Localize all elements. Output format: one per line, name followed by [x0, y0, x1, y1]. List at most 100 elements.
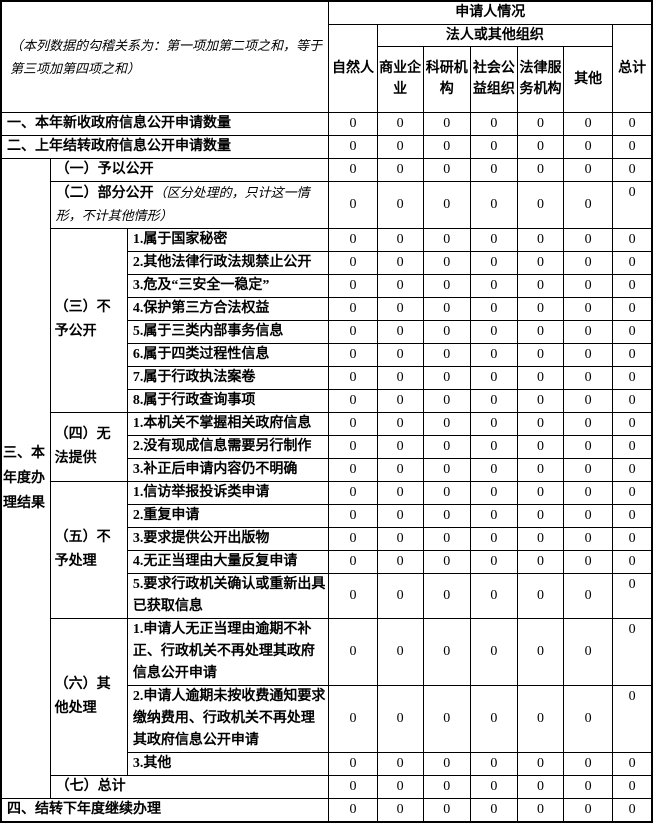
value-cell: 0	[422, 774, 471, 799]
table-row: （二）部分公开（区分处理的，只计这一情形，不计其他情形） 0 0 0 0 0 0 0	[1, 180, 653, 229]
value-cell: 0	[612, 342, 653, 367]
value-cell: 0	[376, 111, 424, 136]
row-label-cell: 四、结转下年度继续办理	[0, 797, 330, 823]
value-cell: 0	[422, 134, 471, 159]
value-cell: 0	[612, 296, 653, 321]
value-cell: 0	[563, 388, 614, 413]
value-cell: 0	[516, 157, 565, 182]
header-col-social-welfare-org: 社会公益组织	[469, 45, 518, 113]
table-row: （三）不予公开 1.属于国家秘密 0 0 0 0 0 0 0	[1, 227, 653, 413]
header-col-other: 其他	[563, 45, 614, 113]
value-cell: 0	[612, 503, 653, 528]
value-cell: 0	[422, 684, 471, 753]
value-cell: 0	[516, 250, 565, 275]
value-cell: 0	[563, 684, 614, 753]
row-label: 3.危及“三安全一稳定”	[132, 277, 270, 293]
value-cell: 0	[563, 365, 614, 390]
table-row: 二、上年结转政府信息公开申请数量 0 0 0 0 0 0 0	[0, 134, 653, 159]
value-cell: 0	[563, 549, 614, 574]
value-cell: 0	[422, 549, 471, 574]
value-cell: 0	[516, 227, 565, 252]
value-cell: 0	[328, 296, 378, 321]
value-cell: 0	[563, 411, 614, 436]
subsection-label-cell: （四）无法提供	[49, 411, 128, 482]
value-cell: 0	[516, 111, 565, 136]
value-cell: 0	[563, 342, 614, 367]
value-cell: 0	[516, 549, 565, 574]
value-cell: 0	[469, 134, 518, 159]
value-cell: 0	[422, 319, 471, 344]
table-row: 7.属于行政执法案卷 0 0 0 0 0 0 0	[1, 365, 653, 390]
value-cell: 0	[376, 434, 424, 459]
value-cell: 0	[516, 296, 565, 321]
value-cell: 0	[328, 572, 378, 619]
value-cell: 0	[328, 774, 378, 799]
value-cell: 0	[376, 296, 424, 321]
header-legal-or-other-org: 法人或其他组织	[376, 23, 614, 47]
value-cell: 0	[563, 227, 614, 252]
value-cell: 0	[469, 434, 518, 459]
table-row: 3.要求提供公开出版物 0 0 0 0 0 0 0	[1, 526, 653, 551]
value-cell: 0	[422, 480, 471, 505]
row-label: 8.属于行政查询事项	[132, 392, 256, 408]
row-label-cell: 1.申请人无正当理由逾期不补正、行政机关不再处理其政府信息公开申请	[126, 617, 330, 686]
row-label-cell: 5.属于三类内部事务信息	[126, 319, 330, 344]
value-cell: 0	[469, 684, 518, 753]
value-cell: 0	[516, 342, 565, 367]
table-row: 2.没有现成信息需要另行制作 0 0 0 0 0 0 0	[1, 434, 653, 459]
value-cell: 0	[328, 157, 378, 182]
value-cell: 0	[469, 342, 518, 367]
header-applicant-status: 申请人情况	[328, 0, 653, 25]
value-cell: 0	[612, 457, 653, 482]
table-row: 8.属于行政查询事项 0 0 0 0 0 0 0	[1, 388, 653, 413]
value-cell: 0	[612, 572, 653, 619]
value-cell: 0	[612, 250, 653, 275]
value-cell: 0	[612, 684, 653, 753]
value-cell: 0	[469, 227, 518, 252]
header-col-research-institution: 科研机构	[422, 45, 471, 113]
row-label-cell: 5.要求行政机关确认或重新出具已获取信息	[126, 572, 330, 619]
row-label-cell: 3.要求提供公开出版物	[126, 526, 330, 551]
value-cell: 0	[376, 250, 424, 275]
value-cell: 0	[563, 774, 614, 799]
row-label-cell: 6.属于四类过程性信息	[126, 342, 330, 367]
value-cell: 0	[376, 774, 424, 799]
value-cell: 0	[422, 250, 471, 275]
value-cell: 0	[516, 457, 565, 482]
value-cell: 0	[516, 134, 565, 159]
table-row: 四、结转下年度继续办理 0 0 0 0 0 0 0	[0, 797, 653, 823]
value-cell: 0	[422, 617, 471, 686]
value-cell: 0	[469, 774, 518, 799]
row-label: 1.申请人无正当理由逾期不补正、行政机关不再处理其政府信息公开申请	[132, 621, 315, 681]
value-cell: 0	[328, 434, 378, 459]
value-cell: 0	[516, 273, 565, 298]
value-cell: 0	[612, 388, 653, 413]
value-cell: 0	[328, 684, 378, 753]
header-col-legal-service-org: 法律服务机构	[516, 45, 565, 113]
value-cell: 0	[328, 526, 378, 551]
value-cell: 0	[422, 111, 471, 136]
value-cell: 0	[328, 342, 378, 367]
row-label: 二、上年结转政府信息公开申请数量	[7, 138, 231, 154]
value-cell: 0	[563, 617, 614, 686]
row-label-cell: 3.危及“三安全一稳定”	[126, 273, 330, 298]
value-cell: 0	[469, 617, 518, 686]
value-cell: 0	[563, 797, 614, 823]
row-label: 3.其他	[132, 755, 172, 771]
value-cell: 0	[376, 273, 424, 298]
value-cell: 0	[376, 134, 424, 159]
table-row: （七）总计 0 0 0 0 0 0 0	[1, 774, 653, 799]
header-row-3: 商业企业 科研机构 社会公益组织 法律服务机构 其他	[1, 45, 652, 113]
value-cell: 0	[563, 503, 614, 528]
row-label-cell: 8.属于行政查询事项	[126, 388, 330, 413]
table-row: 2.重复申请 0 0 0 0 0 0 0	[1, 503, 653, 528]
row-label: 5.要求行政机关确认或重新出具已获取信息	[132, 576, 326, 614]
value-cell: 0	[376, 157, 424, 182]
value-cell: 0	[422, 751, 471, 776]
value-cell: 0	[516, 774, 565, 799]
value-cell: 0	[563, 434, 614, 459]
table-row: 5.要求行政机关确认或重新出具已获取信息 0 0 0 0 0 0 0	[1, 572, 653, 619]
value-cell: 0	[376, 319, 424, 344]
value-cell: 0	[328, 273, 378, 298]
value-cell: 0	[376, 365, 424, 390]
